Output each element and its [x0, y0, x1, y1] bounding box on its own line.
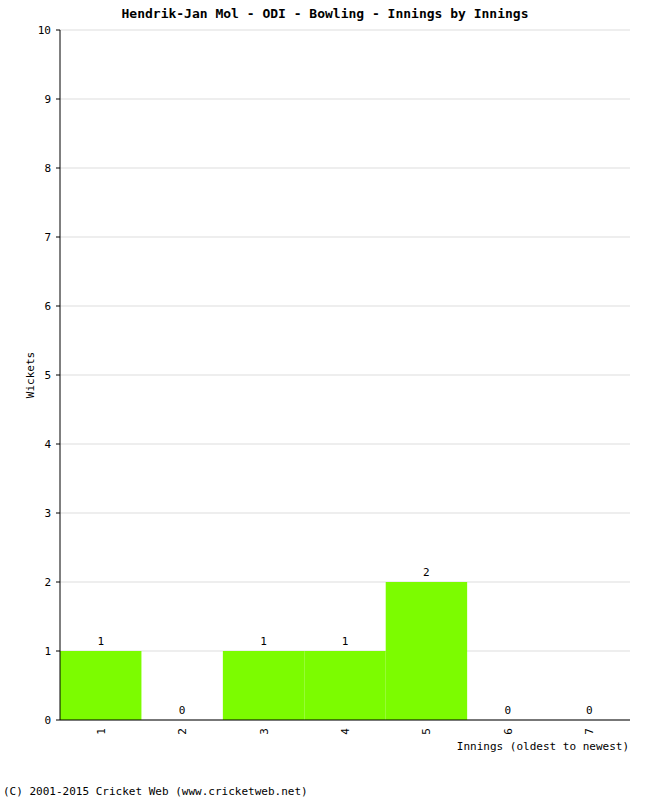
x-tick-label: 1 [95, 728, 108, 735]
x-tick-label: 3 [258, 728, 271, 735]
bar [304, 651, 385, 720]
data-label: 0 [179, 704, 186, 717]
y-tick [56, 306, 60, 307]
bars [60, 582, 467, 720]
y-tick-label: 7 [44, 231, 51, 244]
data-label: 1 [260, 635, 267, 648]
data-label: 1 [97, 635, 104, 648]
grid-line [60, 237, 630, 238]
y-tick [56, 513, 60, 514]
grid-line [60, 582, 630, 583]
x-axis [60, 720, 630, 721]
grid-line [60, 306, 630, 307]
y-tick-label: 0 [44, 714, 51, 727]
grid-line [60, 168, 630, 169]
chart-svg: 01234567891010112001234567Hendrik-Jan Mo… [0, 0, 650, 800]
y-tick-label: 6 [44, 300, 51, 313]
y-tick [56, 720, 60, 721]
grid-line [60, 375, 630, 376]
y-tick-label: 3 [44, 507, 51, 520]
x-tick-label: 2 [176, 728, 189, 735]
y-tick [56, 375, 60, 376]
x-tick-label: 6 [502, 728, 515, 735]
y-tick-label: 5 [44, 369, 51, 382]
y-axis [60, 30, 61, 720]
grid-line [60, 720, 630, 721]
background [0, 0, 650, 800]
y-tick [56, 99, 60, 100]
title: Hendrik-Jan Mol - ODI - Bowling - Inning… [122, 6, 529, 21]
bar [60, 651, 141, 720]
data-label: 1 [342, 635, 349, 648]
y-tick [56, 30, 60, 31]
grid-line [60, 99, 630, 100]
bar [223, 651, 304, 720]
y-tick [56, 651, 60, 652]
x-tick-label: 7 [583, 728, 596, 735]
y-tick-label: 10 [38, 24, 51, 37]
bar [386, 582, 467, 720]
y-tick-label: 1 [44, 645, 51, 658]
data-label: 0 [586, 704, 593, 717]
x-tick-label: 5 [420, 728, 433, 735]
y-tick-label: 8 [44, 162, 51, 175]
grid-line [60, 30, 630, 31]
y-axis-label: Wickets [24, 352, 37, 398]
y-tick [56, 582, 60, 583]
y-tick [56, 237, 60, 238]
y-tick-label: 4 [44, 438, 51, 451]
y-tick [56, 444, 60, 445]
footer: (C) 2001-2015 Cricket Web (www.cricketwe… [3, 785, 308, 798]
chart-container: 01234567891010112001234567Hendrik-Jan Mo… [0, 0, 650, 800]
y-tick [56, 168, 60, 169]
data-label: 0 [505, 704, 512, 717]
grid-line [60, 444, 630, 445]
grid-line [60, 513, 630, 514]
x-tick-label: 4 [339, 728, 352, 735]
y-tick-label: 2 [44, 576, 51, 589]
y-tick-label: 9 [44, 93, 51, 106]
x-axis-label: Innings (oldest to newest) [457, 740, 629, 753]
data-label: 2 [423, 566, 430, 579]
